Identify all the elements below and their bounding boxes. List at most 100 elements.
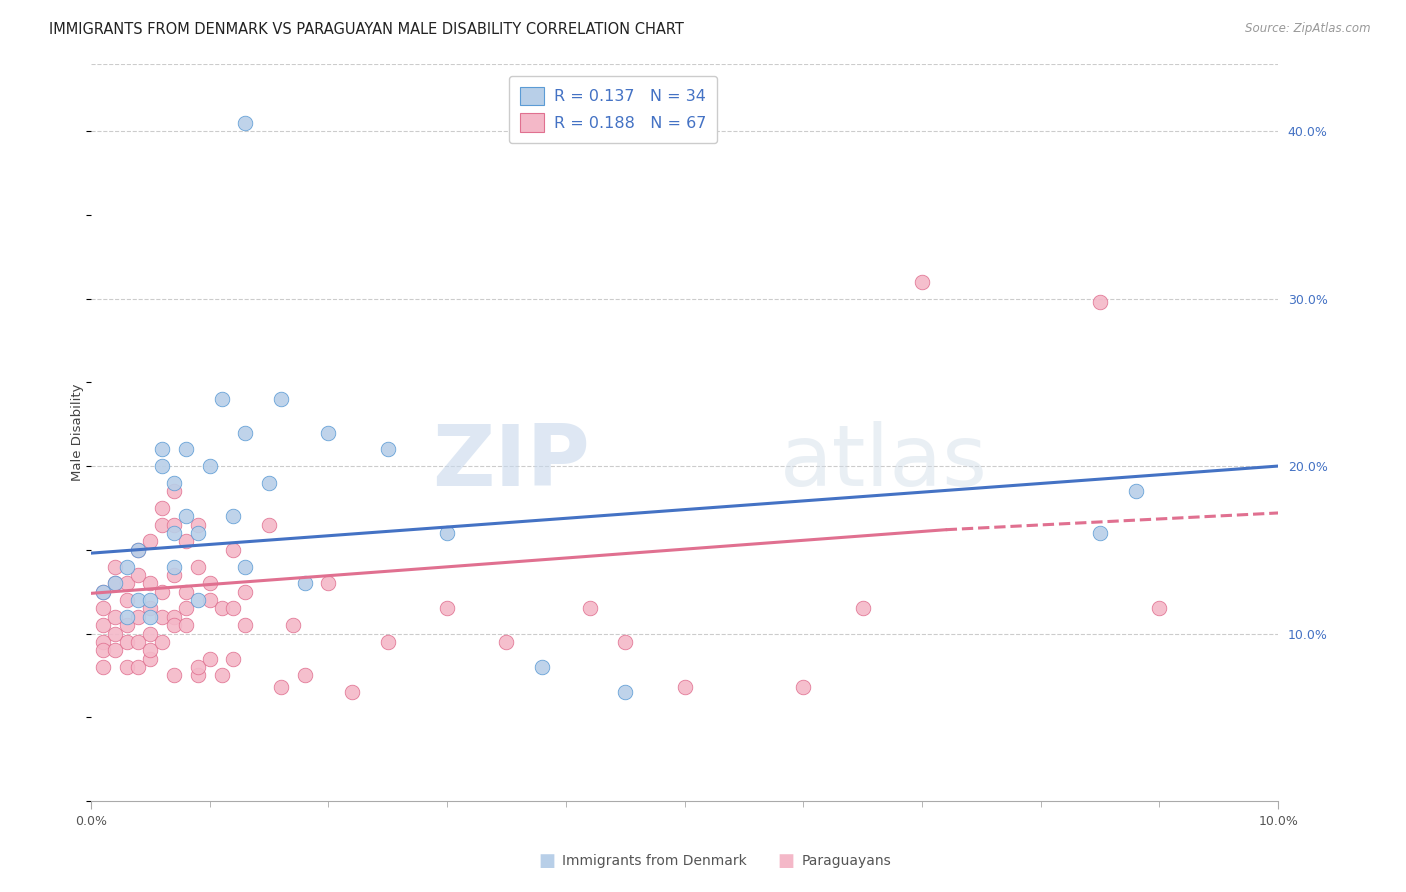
Point	[127, 635, 149, 649]
Text: ■: ■	[538, 852, 555, 870]
Point	[104, 576, 127, 591]
Point	[614, 685, 637, 699]
Point	[198, 576, 221, 591]
Point	[531, 660, 554, 674]
Point	[139, 643, 162, 657]
Text: atlas: atlas	[779, 420, 987, 504]
Point	[139, 651, 162, 665]
Point	[104, 609, 127, 624]
Point	[187, 593, 209, 607]
Point	[163, 517, 186, 532]
Point	[115, 559, 138, 574]
Point	[91, 643, 114, 657]
Point	[174, 601, 197, 615]
Point	[139, 593, 162, 607]
Point	[614, 635, 637, 649]
Point	[377, 442, 399, 457]
Point	[115, 593, 138, 607]
Point	[91, 601, 114, 615]
Point	[233, 584, 256, 599]
Point	[198, 651, 221, 665]
Point	[91, 635, 114, 649]
Point	[222, 509, 245, 524]
Point	[673, 680, 696, 694]
Point	[222, 542, 245, 557]
Point	[139, 601, 162, 615]
Point	[127, 568, 149, 582]
Point	[163, 475, 186, 490]
Point	[792, 680, 814, 694]
Point	[211, 601, 233, 615]
Point	[115, 618, 138, 632]
Point	[436, 526, 458, 541]
Text: Source: ZipAtlas.com: Source: ZipAtlas.com	[1246, 22, 1371, 36]
Point	[127, 660, 149, 674]
Point	[198, 593, 221, 607]
Point	[233, 425, 256, 440]
Point	[150, 442, 173, 457]
Point	[163, 526, 186, 541]
Point	[911, 275, 934, 289]
Point	[163, 668, 186, 682]
Point	[150, 609, 173, 624]
Text: ZIP: ZIP	[432, 420, 589, 504]
Point	[198, 458, 221, 473]
Point	[174, 442, 197, 457]
Point	[270, 680, 292, 694]
Point	[127, 593, 149, 607]
Point	[150, 500, 173, 515]
Point	[139, 626, 162, 640]
Point	[281, 618, 304, 632]
Point	[91, 660, 114, 674]
Point	[233, 559, 256, 574]
Point	[104, 626, 127, 640]
Point	[222, 651, 245, 665]
Point	[294, 668, 316, 682]
Point	[174, 509, 197, 524]
Point	[91, 584, 114, 599]
Point	[174, 534, 197, 549]
Point	[852, 601, 875, 615]
Point	[233, 116, 256, 130]
Point	[318, 425, 340, 440]
Point	[115, 635, 138, 649]
Point	[91, 618, 114, 632]
Point	[377, 635, 399, 649]
Text: Immigrants from Denmark: Immigrants from Denmark	[562, 854, 747, 868]
Point	[163, 618, 186, 632]
Point	[139, 534, 162, 549]
Point	[139, 609, 162, 624]
Point	[104, 643, 127, 657]
Point	[211, 392, 233, 406]
Legend: R = 0.137   N = 34, R = 0.188   N = 67: R = 0.137 N = 34, R = 0.188 N = 67	[509, 76, 717, 143]
Point	[578, 601, 600, 615]
Point	[1088, 294, 1111, 309]
Point	[233, 618, 256, 632]
Point	[1088, 526, 1111, 541]
Point	[150, 458, 173, 473]
Point	[436, 601, 458, 615]
Point	[270, 392, 292, 406]
Point	[163, 609, 186, 624]
Point	[211, 668, 233, 682]
Point	[150, 635, 173, 649]
Point	[127, 609, 149, 624]
Point	[150, 517, 173, 532]
Point	[174, 618, 197, 632]
Point	[257, 517, 280, 532]
Point	[187, 517, 209, 532]
Point	[187, 660, 209, 674]
Point	[1149, 601, 1171, 615]
Text: IMMIGRANTS FROM DENMARK VS PARAGUAYAN MALE DISABILITY CORRELATION CHART: IMMIGRANTS FROM DENMARK VS PARAGUAYAN MA…	[49, 22, 685, 37]
Point	[104, 559, 127, 574]
Y-axis label: Male Disability: Male Disability	[72, 384, 84, 482]
Point	[294, 576, 316, 591]
Point	[340, 685, 363, 699]
Point	[115, 576, 138, 591]
Point	[127, 542, 149, 557]
Point	[187, 526, 209, 541]
Point	[222, 601, 245, 615]
Point	[115, 660, 138, 674]
Point	[174, 584, 197, 599]
Point	[163, 559, 186, 574]
